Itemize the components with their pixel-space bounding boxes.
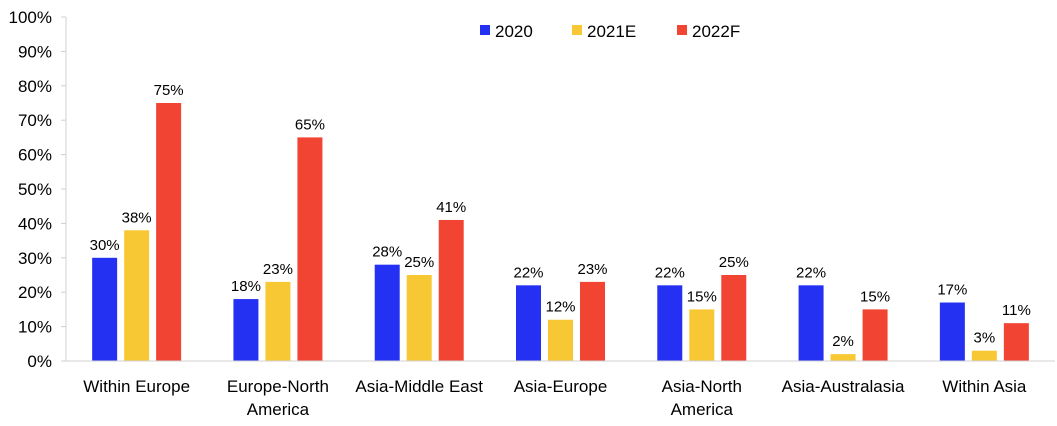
data-label: 25% bbox=[404, 254, 434, 271]
legend: 2020 2021E 2022F bbox=[480, 22, 740, 41]
bar-group: 22%15%25% bbox=[655, 254, 749, 361]
data-label: 2% bbox=[832, 333, 854, 350]
x-tick-label: Asia-Europe bbox=[514, 377, 608, 396]
legend-swatch bbox=[480, 25, 490, 35]
legend-item: 2021E bbox=[572, 22, 636, 41]
bar bbox=[406, 275, 432, 361]
y-tick-label: 90% bbox=[18, 42, 52, 61]
data-label: 15% bbox=[687, 288, 717, 305]
data-label: 65% bbox=[295, 116, 325, 133]
data-label: 15% bbox=[860, 288, 890, 305]
bar bbox=[233, 299, 259, 361]
bar-group: 17% 3% 11% bbox=[937, 282, 1031, 361]
x-tick-label-line: Within Europe bbox=[83, 377, 190, 396]
bar bbox=[830, 354, 856, 361]
x-tick-label: Asia-Australasia bbox=[782, 377, 905, 396]
x-tick-label-line: Asia-Europe bbox=[514, 377, 608, 396]
x-tick-label-line: Asia-Middle East bbox=[355, 377, 483, 396]
y-tick-label: 20% bbox=[18, 283, 52, 302]
data-label: 22% bbox=[655, 264, 685, 281]
bar bbox=[548, 319, 573, 361]
data-label: 28% bbox=[372, 244, 402, 261]
bar bbox=[689, 309, 715, 361]
bar bbox=[516, 285, 541, 361]
bar bbox=[971, 350, 997, 361]
x-tick-label-line: America bbox=[671, 400, 734, 419]
data-label: 3% bbox=[974, 330, 996, 347]
bar bbox=[374, 264, 400, 361]
y-tick-label: 0% bbox=[27, 352, 52, 371]
x-tick-label-line: Asia-Australasia bbox=[782, 377, 905, 396]
x-tick-label: Within Europe bbox=[83, 377, 190, 396]
data-label: 30% bbox=[90, 237, 120, 254]
y-axis: 0% 10% 20% 30% 40% 50% 60% 70% 80% 90% 100% bbox=[9, 8, 67, 371]
y-tick-label: 100% bbox=[9, 8, 52, 27]
data-label: 38% bbox=[122, 209, 152, 226]
x-tick-label-line: America bbox=[247, 400, 310, 419]
data-label: 75% bbox=[154, 82, 184, 99]
data-label: 18% bbox=[231, 278, 261, 295]
bar-group: 22% 2% 15% bbox=[796, 264, 890, 361]
legend-swatch bbox=[677, 25, 687, 35]
x-tick-label-line: Asia-North bbox=[662, 377, 742, 396]
data-label: 17% bbox=[937, 282, 967, 299]
data-label: 23% bbox=[263, 261, 293, 278]
bar bbox=[265, 281, 291, 361]
x-tick-label-line: Within Asia bbox=[942, 377, 1027, 396]
legend-label: 2021E bbox=[587, 22, 636, 41]
bar bbox=[798, 285, 824, 361]
bar-group: 18%23% 65% bbox=[231, 116, 325, 361]
y-tick-label: 10% bbox=[18, 318, 52, 337]
bar-group: 22% 12% 23% bbox=[513, 261, 608, 361]
bars: 30%38%75%18%23%65%28%25%41%22%12%23% 22%1… bbox=[90, 82, 1031, 361]
legend-item: 2020 bbox=[480, 22, 533, 41]
x-tick-label: Within Asia bbox=[942, 377, 1027, 396]
y-tick-label: 80% bbox=[18, 77, 52, 96]
data-label: 12% bbox=[545, 299, 575, 316]
y-tick-label: 70% bbox=[18, 111, 52, 130]
bar bbox=[862, 309, 888, 361]
legend-swatch bbox=[572, 25, 582, 35]
bar bbox=[1003, 323, 1029, 361]
x-tick-label-line: Europe-North bbox=[227, 377, 329, 396]
bar bbox=[297, 137, 323, 361]
x-tick-label: Asia-Middle East bbox=[355, 377, 483, 396]
x-axis: Within Europe Europe-North America Asia-Mid… bbox=[66, 360, 1055, 419]
bar bbox=[156, 103, 182, 361]
bar bbox=[657, 285, 683, 361]
y-tick-label: 30% bbox=[18, 249, 52, 268]
bar bbox=[438, 219, 464, 361]
bar-group: 30%38% 75% bbox=[90, 82, 184, 361]
legend-label: 2022F bbox=[692, 22, 740, 41]
data-label: 11% bbox=[1002, 302, 1031, 319]
bar bbox=[124, 230, 150, 361]
bar-group: 28%25% 41% bbox=[372, 199, 466, 361]
x-tick-label: Asia-North America bbox=[662, 377, 742, 419]
data-label: 22% bbox=[796, 264, 826, 281]
bar bbox=[580, 281, 605, 361]
data-label: 41% bbox=[436, 199, 466, 216]
data-label: 23% bbox=[577, 261, 607, 278]
legend-label: 2020 bbox=[495, 22, 533, 41]
bar bbox=[939, 302, 965, 361]
y-tick-label: 50% bbox=[18, 180, 52, 199]
legend-item: 2022F bbox=[677, 22, 740, 41]
x-tick-label: Europe-North America bbox=[227, 377, 329, 419]
bar bbox=[721, 275, 747, 361]
y-tick-label: 40% bbox=[18, 214, 52, 233]
y-tick-label: 60% bbox=[18, 146, 52, 165]
data-label: 25% bbox=[719, 254, 749, 271]
data-label: 22% bbox=[513, 264, 543, 281]
bar bbox=[92, 257, 118, 361]
